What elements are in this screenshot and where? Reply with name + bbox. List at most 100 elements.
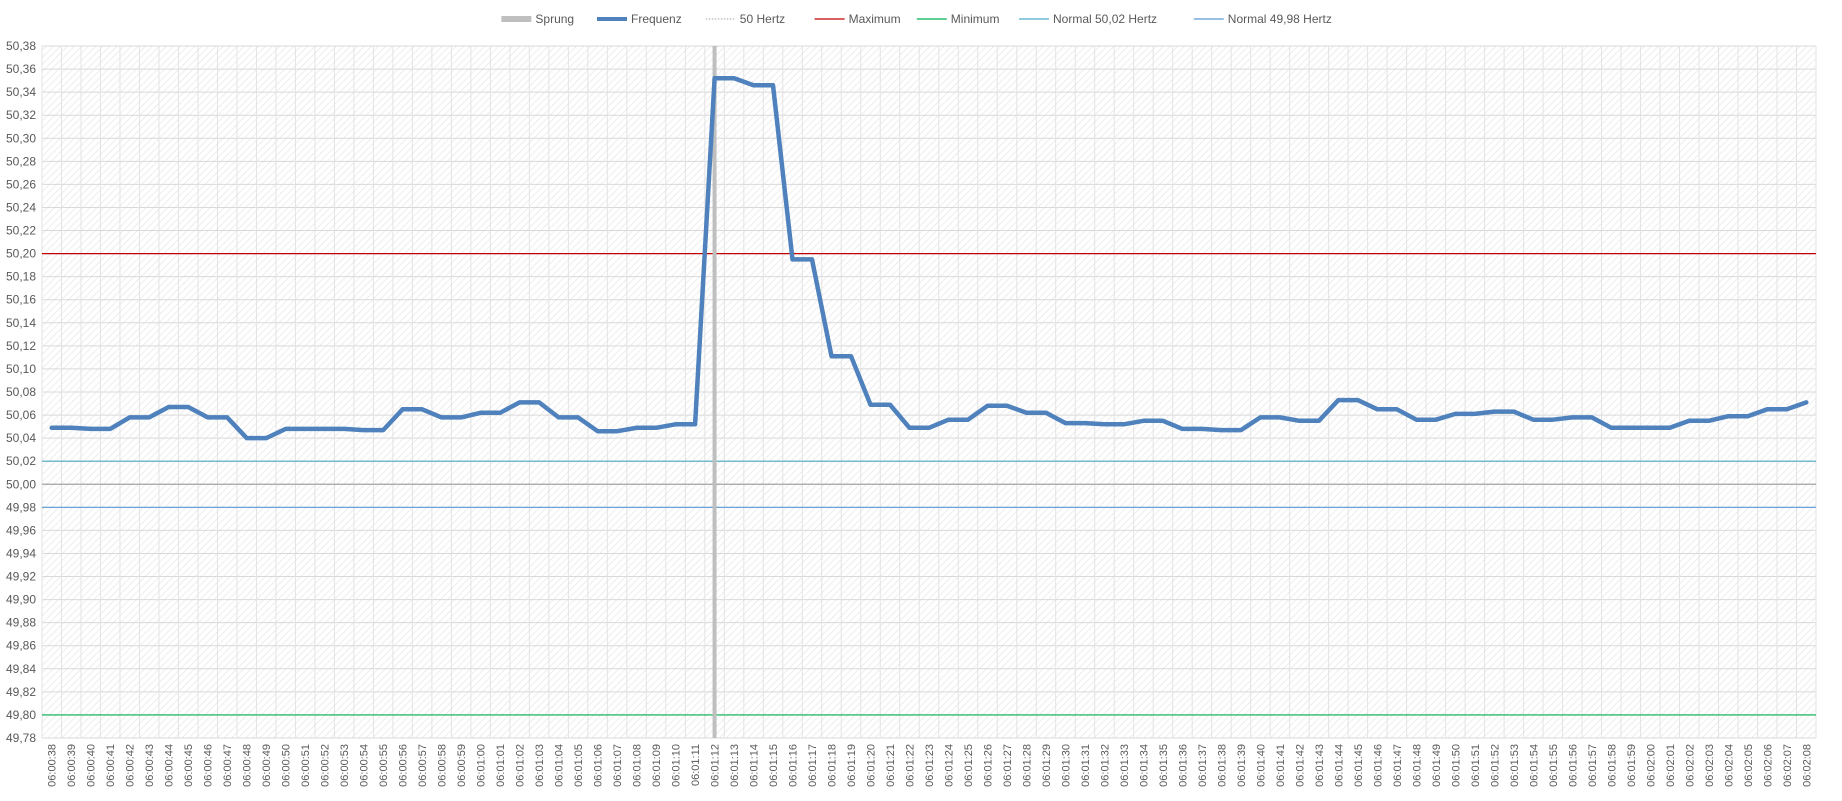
x-tick-label: 06:01:59	[1626, 744, 1638, 787]
y-tick-label: 50,38	[6, 39, 36, 53]
y-tick-label: 49,86	[6, 639, 36, 653]
x-axis-ticks: 06:00:38 06:00:39 06:00:40 06:00:41 06:00:42…	[47, 744, 1814, 787]
x-tick-label: 06:01:11	[690, 744, 702, 786]
x-tick-label: 06:00:56	[398, 744, 410, 787]
x-tick-label: 06:01:31	[1080, 744, 1092, 787]
x-tick-label: 06:01:03	[534, 744, 546, 787]
x-tick-label: 06:02:00	[1645, 744, 1657, 787]
x-tick-label: 06:02:04	[1723, 744, 1735, 787]
x-tick-label: 06:01:43	[1314, 744, 1326, 787]
x-tick-label: 06:00:55	[378, 744, 390, 787]
x-tick-label: 06:01:10	[671, 744, 683, 787]
x-tick-label: 06:00:49	[261, 744, 273, 787]
legend-item: Maximum	[814, 12, 901, 26]
legend-item: 50 Hertz	[705, 12, 785, 26]
x-tick-label: 06:00:57	[417, 744, 429, 787]
x-tick-label: 06:01:13	[729, 744, 741, 787]
x-tick-label: 06:00:40	[86, 744, 98, 787]
x-tick-label: 06:01:54	[1528, 744, 1540, 787]
frequenz-series-line	[49, 76, 1809, 441]
y-tick-label: 50,26	[6, 177, 36, 191]
x-tick-label: 06:01:46	[1372, 744, 1384, 787]
x-tick-label: 06:01:28	[1021, 744, 1033, 787]
y-tick-label: 50,20	[6, 247, 36, 261]
y-tick-label: 49,96	[6, 523, 36, 537]
x-tick-label: 06:01:02	[515, 744, 527, 787]
x-tick-label: 06:00:38	[47, 744, 59, 787]
x-tick-label: 06:01:52	[1489, 744, 1501, 787]
x-tick-label: 06:00:47	[222, 744, 234, 787]
y-tick-label: 50,34	[6, 85, 36, 99]
x-tick-label: 06:01:16	[788, 744, 800, 787]
y-tick-label: 50,24	[6, 200, 36, 214]
x-tick-label: 06:00:50	[281, 744, 293, 787]
x-tick-label: 06:01:05	[573, 744, 585, 787]
x-tick-label: 06:01:44	[1333, 744, 1345, 787]
x-tick-label: 06:00:48	[242, 744, 254, 787]
x-tick-label: 06:01:00	[476, 744, 488, 787]
x-tick-label: 06:01:08	[632, 744, 644, 787]
x-tick-label: 06:02:06	[1762, 744, 1774, 787]
x-tick-label: 06:00:42	[125, 744, 137, 787]
y-tick-label: 49,98	[6, 500, 36, 514]
x-tick-label: 06:01:33	[1119, 744, 1131, 787]
x-tick-label: 06:01:06	[593, 744, 605, 787]
x-tick-label: 06:01:19	[846, 744, 858, 787]
x-tick-label: 06:01:18	[827, 744, 839, 787]
x-tick-label: 06:01:24	[943, 744, 955, 787]
x-tick-label: 06:01:39	[1236, 744, 1248, 787]
y-tick-label: 50,04	[6, 431, 36, 445]
x-tick-label: 06:00:39	[66, 744, 78, 787]
reference-lines	[42, 253, 1816, 716]
legend-label: Frequenz	[631, 12, 682, 26]
x-tick-label: 06:02:01	[1665, 744, 1677, 787]
x-tick-label: 06:00:52	[320, 744, 332, 787]
y-tick-label: 50,32	[6, 108, 36, 122]
x-tick-label: 06:01:42	[1294, 744, 1306, 787]
y-tick-label: 49,78	[6, 731, 36, 745]
x-tick-label: 06:02:08	[1801, 744, 1813, 787]
chart-legend: Sprung Frequenz 50 Hertz Maximum Minimum Norm…	[501, 12, 1332, 26]
y-axis-ticks: 50,38 50,36 50,34 50,32 50,30 50,28 50,26 50,24…	[6, 39, 36, 745]
x-tick-label: 06:01:09	[651, 744, 663, 787]
y-tick-label: 50,18	[6, 270, 36, 284]
x-tick-label: 06:00:46	[203, 744, 215, 787]
y-tick-label: 50,08	[6, 385, 36, 399]
x-tick-label: 06:00:41	[105, 744, 117, 787]
x-tick-label: 06:00:54	[359, 744, 371, 787]
y-tick-label: 50,00	[6, 477, 36, 491]
y-tick-label: 49,80	[6, 708, 36, 722]
legend-label: Sprung	[535, 12, 574, 26]
y-tick-label: 49,92	[6, 570, 36, 584]
x-tick-label: 06:01:57	[1587, 744, 1599, 787]
x-tick-label: 06:01:01	[495, 744, 507, 787]
x-tick-label: 06:01:29	[1041, 744, 1053, 787]
y-tick-label: 50,06	[6, 408, 36, 422]
y-tick-label: 49,84	[6, 662, 36, 676]
x-tick-label: 06:01:04	[554, 744, 566, 787]
y-tick-label: 49,88	[6, 616, 36, 630]
x-tick-label: 06:00:53	[339, 744, 351, 787]
y-tick-label: 50,16	[6, 293, 36, 307]
x-tick-label: 06:01:51	[1470, 744, 1482, 787]
y-tick-label: 50,36	[6, 62, 36, 76]
series-lines	[49, 76, 1809, 441]
x-tick-label: 06:01:56	[1567, 744, 1579, 787]
legend-item: Normal 49,98 Hertz	[1193, 12, 1332, 26]
x-tick-label: 06:01:07	[612, 744, 624, 787]
legend-item: Minimum	[916, 12, 999, 26]
x-tick-label: 06:02:03	[1704, 744, 1716, 787]
x-tick-label: 06:01:45	[1353, 744, 1365, 787]
y-tick-label: 50,10	[6, 362, 36, 376]
x-tick-label: 06:01:30	[1060, 744, 1072, 787]
y-tick-label: 50,12	[6, 339, 36, 353]
x-tick-label: 06:00:43	[144, 744, 156, 787]
x-tick-label: 06:02:07	[1782, 744, 1794, 787]
x-tick-label: 06:01:35	[1158, 744, 1170, 787]
x-tick-label: 06:01:36	[1177, 744, 1189, 787]
y-tick-label: 50,30	[6, 131, 36, 145]
x-tick-label: 06:01:32	[1099, 744, 1111, 787]
legend-label: Maximum	[849, 12, 901, 26]
x-tick-label: 06:01:49	[1431, 744, 1443, 787]
x-tick-label: 06:01:27	[1002, 744, 1014, 787]
